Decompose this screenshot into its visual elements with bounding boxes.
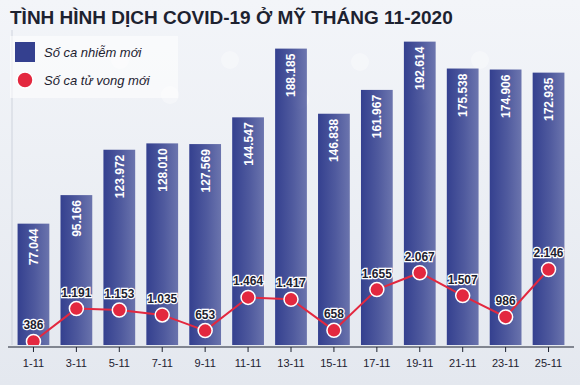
marker	[370, 283, 384, 297]
marker	[69, 302, 83, 316]
point-label: 2.067	[405, 250, 435, 264]
marker	[413, 266, 427, 280]
bar	[275, 49, 307, 345]
legend-swatch	[15, 42, 35, 62]
bar-label: 188.185	[285, 53, 299, 97]
point-label: 653	[195, 308, 215, 322]
point-label: 986	[496, 294, 516, 308]
bar	[232, 117, 264, 345]
decor-star	[221, 51, 239, 69]
bar-label: 192.614	[413, 46, 427, 90]
decor-star	[471, 51, 489, 69]
point-label: 1.417	[276, 276, 306, 290]
x-tick	[419, 347, 420, 352]
x-tick	[462, 347, 463, 352]
line	[34, 270, 549, 342]
bar-label: 128.010	[156, 148, 170, 192]
title: TÌNH HÌNH DỊCH COVID-19 Ở MỸ THÁNG 11-20…	[10, 7, 453, 28]
marker	[198, 324, 212, 338]
x-tick-label: 15-11	[320, 357, 347, 369]
bar-label: 161.967	[370, 95, 384, 139]
point-label: 1.507	[448, 273, 478, 287]
x-tick	[76, 347, 77, 352]
bar-label: 95.166	[70, 200, 84, 237]
x-tick-label: 3-11	[66, 357, 87, 369]
bar-label: 123.972	[113, 154, 127, 198]
legend: Số ca nhiễm mới Số ca tử vong mới	[10, 36, 178, 98]
bar-label: 127.569	[199, 149, 213, 193]
marker	[112, 303, 126, 317]
marker	[542, 262, 556, 276]
x-tick	[505, 347, 506, 352]
x-tick	[248, 347, 249, 352]
legend-box	[10, 36, 178, 98]
marker	[26, 334, 40, 345]
point-label: 1.655	[362, 267, 392, 281]
x-tick-label: 25-11	[535, 357, 562, 369]
point-label: 2.146	[534, 246, 564, 260]
x-tick	[162, 347, 163, 352]
point-label: 1.153	[104, 287, 134, 301]
bar-label: 174.906	[499, 74, 513, 118]
bar	[189, 144, 221, 345]
marker	[499, 310, 513, 324]
x-tick-label: 7-11	[152, 357, 173, 369]
decor-star	[351, 53, 369, 71]
legend-label: Số ca nhiễm mới	[44, 45, 143, 60]
bar	[404, 42, 436, 345]
marker	[327, 323, 341, 337]
x-tick	[33, 347, 34, 352]
bar	[61, 195, 93, 345]
x-tick-label: 1-11	[23, 357, 44, 369]
marker	[155, 308, 169, 322]
plot-area	[18, 42, 565, 345]
x-tick-label: 13-11	[277, 357, 304, 369]
bar	[103, 150, 135, 345]
x-tick-label: 17-11	[363, 357, 390, 369]
bar-label: 175.538	[456, 73, 470, 117]
bar-label: 144.547	[242, 122, 256, 166]
bar	[447, 69, 479, 345]
point-label: 386	[23, 318, 43, 332]
bar-label: 77.044	[27, 228, 41, 265]
bar	[18, 224, 50, 345]
x-tick	[548, 347, 549, 352]
bar-label: 172.935	[542, 77, 556, 121]
legend-swatch	[17, 72, 33, 88]
point-label: 1.191	[61, 286, 91, 300]
x-tick	[119, 347, 120, 352]
marker	[284, 292, 298, 306]
x-tick-label: 21-11	[449, 357, 476, 369]
x-tick-label: 5-11	[109, 357, 130, 369]
x-tick-label: 9-11	[195, 357, 216, 369]
background	[0, 0, 580, 385]
marker	[241, 290, 255, 304]
chart: TÌNH HÌNH DỊCH COVID-19 Ở MỸ THÁNG 11-20…	[0, 0, 580, 385]
bar-label: 146.838	[327, 118, 341, 162]
x-tick	[376, 347, 377, 352]
marker	[456, 289, 470, 303]
x-tick	[291, 347, 292, 352]
x-tick	[205, 347, 206, 352]
bar	[361, 90, 393, 345]
bar	[533, 73, 565, 345]
bar	[318, 114, 350, 345]
x-tick-label: 11-11	[235, 357, 262, 369]
point-label: 1.464	[233, 274, 263, 288]
x-tick-label: 23-11	[492, 357, 519, 369]
point-label: 1.035	[147, 292, 177, 306]
bar	[146, 143, 178, 345]
x-tick-label: 19-11	[406, 357, 433, 369]
legend-label: Số ca tử vong mới	[44, 73, 151, 88]
x-tick	[333, 347, 334, 352]
point-label: 658	[324, 307, 344, 321]
